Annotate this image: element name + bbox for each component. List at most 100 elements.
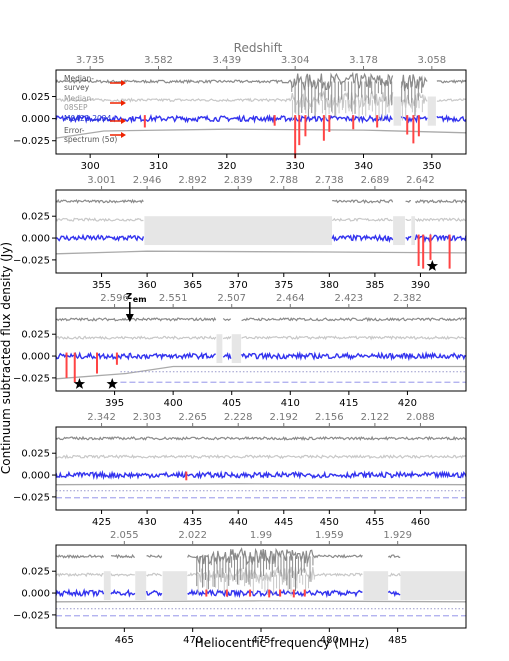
x-tick-label: 455 (365, 517, 384, 528)
target-spectrum-trace (55, 587, 105, 598)
target-spectrum-trace (55, 351, 216, 361)
median-survey-trace (414, 199, 467, 204)
median-survey-trace (332, 199, 394, 204)
panel-3: z em 395 400 405 410 415 420 0.025 0.000 −0.025 2.5… (13, 289, 467, 409)
redshift-tick-label: 3.178 (349, 55, 378, 66)
y-tick-label: 0.025 (21, 567, 50, 578)
median-08sep-trace (241, 335, 467, 341)
median-survey-trace (55, 435, 467, 442)
flagged-region (427, 96, 436, 126)
redshift-tick-label: 2.839 (224, 175, 253, 186)
target-spectrum-trace (241, 350, 467, 362)
star-marker (426, 260, 438, 271)
y-tick-label: −0.025 (13, 610, 50, 621)
redshift-tick-label: 1.959 (315, 530, 344, 541)
legend-label: Median- (64, 94, 94, 103)
zem-arrow-head (125, 314, 134, 322)
median-survey-trace (241, 316, 467, 323)
redshift-tick-label: 3.304 (281, 55, 310, 66)
x-tick-label: 430 (138, 517, 157, 528)
target-spectrum-trace (405, 235, 412, 242)
x-tick-label: 340 (354, 161, 373, 172)
redshift-tick-label: 2.022 (178, 530, 207, 541)
legend-arrow-head (121, 132, 126, 138)
flagged-region (411, 216, 415, 246)
x-tick-label: 410 (281, 398, 300, 409)
flagged-region (363, 571, 389, 601)
star-marker (73, 378, 86, 389)
axes-frame (55, 307, 467, 392)
redshift-tick-label: 2.265 (178, 412, 207, 423)
median-survey-trace (55, 198, 144, 204)
median-survey-trace (110, 553, 136, 560)
panel-1: 300 310 320 330 340 350 0.025 0.000 −0.025 3.735 3… (13, 55, 467, 172)
legend-arrow-head (121, 100, 126, 106)
median-08sep-trace (55, 572, 104, 578)
redshift-tick-label: 3.735 (76, 55, 105, 66)
redshift-tick-label: 1.929 (383, 530, 412, 541)
x-axis-label: Heliocentric frequency (MHz) (195, 636, 369, 650)
error-spectrum-curve (55, 250, 467, 255)
redshift-tick-label: 2.642 (406, 175, 435, 186)
target-spectrum-trace (145, 589, 163, 597)
x-tick-label: 415 (339, 398, 358, 409)
x-tick-label: 310 (149, 161, 168, 172)
median-survey-trace (146, 554, 163, 559)
median-08sep-trace (187, 565, 363, 584)
y-tick-label: 0.000 (21, 114, 50, 125)
x-tick-label: 425 (92, 517, 111, 528)
flagged-region (393, 216, 405, 246)
target-spectrum-trace (331, 233, 394, 244)
median-survey-trace (55, 554, 105, 559)
y-tick-label: 0.000 (21, 589, 50, 600)
redshift-tick-label: 2.596 (100, 293, 129, 304)
axes-frame (55, 69, 467, 155)
median-08sep-trace (55, 90, 394, 110)
median-08sep-trace (414, 217, 467, 223)
x-tick-label: 475 (251, 635, 270, 646)
error-spectrum-curve (55, 365, 466, 380)
median-08sep-trace (436, 98, 467, 102)
x-tick-label: 450 (320, 517, 339, 528)
y-tick-label: −0.025 (13, 373, 50, 384)
median-08sep-trace (55, 217, 144, 223)
target-spectrum-trace (110, 588, 136, 598)
y-tick-label: −0.025 (13, 492, 50, 503)
median-survey-trace (55, 71, 394, 91)
error-spectrum-curve (55, 600, 467, 603)
flagged-region (231, 334, 242, 364)
y-tick-label: 0.025 (21, 212, 50, 223)
y-tick-label: −0.025 (13, 136, 50, 147)
median-08sep-trace (146, 572, 162, 577)
y-tick-label: 0.000 (21, 471, 50, 482)
error-spectrum-curve (55, 128, 467, 139)
axes-frame (55, 426, 467, 511)
x-tick-label: 375 (274, 280, 293, 291)
redshift-tick-label: 2.122 (361, 412, 390, 423)
redshift-tick-label: 3.058 (418, 55, 447, 66)
redshift-tick-label: 2.892 (178, 175, 207, 186)
flagged-region (144, 216, 333, 246)
redshift-tick-label: 2.303 (133, 412, 162, 423)
flagged-region (135, 571, 147, 601)
y-tick-label: 0.000 (21, 352, 50, 363)
y-tick-label: 0.025 (21, 330, 50, 341)
redshift-tick-label: 3.001 (87, 175, 116, 186)
flagged-region (393, 96, 402, 126)
median-08sep-trace (222, 335, 232, 340)
x-tick-label: 470 (183, 635, 202, 646)
median-survey-trace (400, 74, 428, 92)
median-08sep-trace (110, 573, 135, 577)
x-tick-label: 400 (164, 398, 183, 409)
x-tick-label: 355 (92, 280, 111, 291)
legend-label: 08SEP (64, 103, 88, 112)
y-tick-label: 0.000 (21, 234, 50, 245)
x-tick-label: 385 (365, 280, 384, 291)
target-spectrum-trace (55, 233, 145, 242)
x-tick-label: 435 (183, 517, 202, 528)
legend-label: M0422-2034 (64, 114, 112, 123)
error-spectrum-curve (55, 483, 467, 486)
redshift-tick-label: 2.423 (335, 293, 364, 304)
zem-label: z (126, 289, 132, 302)
